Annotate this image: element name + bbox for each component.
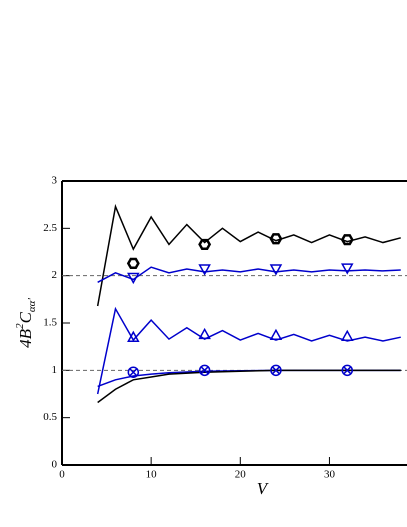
marker [270, 364, 282, 377]
marker [341, 364, 354, 377]
marker [198, 327, 211, 340]
marker-part [270, 364, 282, 377]
marker [269, 264, 283, 276]
y-tick-label: 1.5 [43, 317, 57, 329]
marker [198, 264, 211, 276]
marker [127, 366, 140, 378]
marker [340, 329, 354, 342]
x-tick-label: 30 [324, 469, 336, 481]
y-tick-label: 0 [52, 459, 58, 471]
marker-part [200, 366, 209, 375]
marker [269, 233, 283, 245]
y-tick-label: 2 [52, 269, 58, 281]
marker-part [129, 368, 138, 377]
y-tick-label: 1 [52, 364, 58, 376]
marker [126, 257, 140, 269]
marker [198, 364, 211, 377]
x-axis-label: V [257, 479, 270, 498]
y-label-part: 2 [14, 323, 26, 329]
marker-part [341, 364, 354, 377]
y-tick-label: 2.5 [43, 222, 57, 234]
y-label-part: C [16, 311, 35, 323]
marker-part [271, 366, 280, 375]
y-label-part: αα' [26, 298, 38, 313]
y-axis-label: 4B2Cαα' [14, 298, 38, 348]
marker [269, 328, 283, 341]
series-line [97, 266, 401, 283]
marker-part [127, 366, 140, 378]
marker-part [198, 364, 211, 377]
marker [127, 272, 140, 285]
series-line [96, 306, 401, 395]
series-line [97, 369, 401, 404]
y-label-part: 4B [16, 328, 35, 348]
marker [340, 263, 354, 275]
y-tick-label: 0.5 [43, 411, 57, 423]
x-tick-label: 20 [235, 469, 247, 481]
x-tick-label: 10 [146, 469, 158, 481]
series-line [96, 203, 401, 307]
x-tick-label: 0 [59, 469, 65, 481]
marker [127, 330, 140, 342]
marker [198, 238, 212, 251]
y-tick-label: 3 [52, 175, 58, 187]
marker [340, 234, 354, 246]
marker-part [343, 366, 352, 375]
